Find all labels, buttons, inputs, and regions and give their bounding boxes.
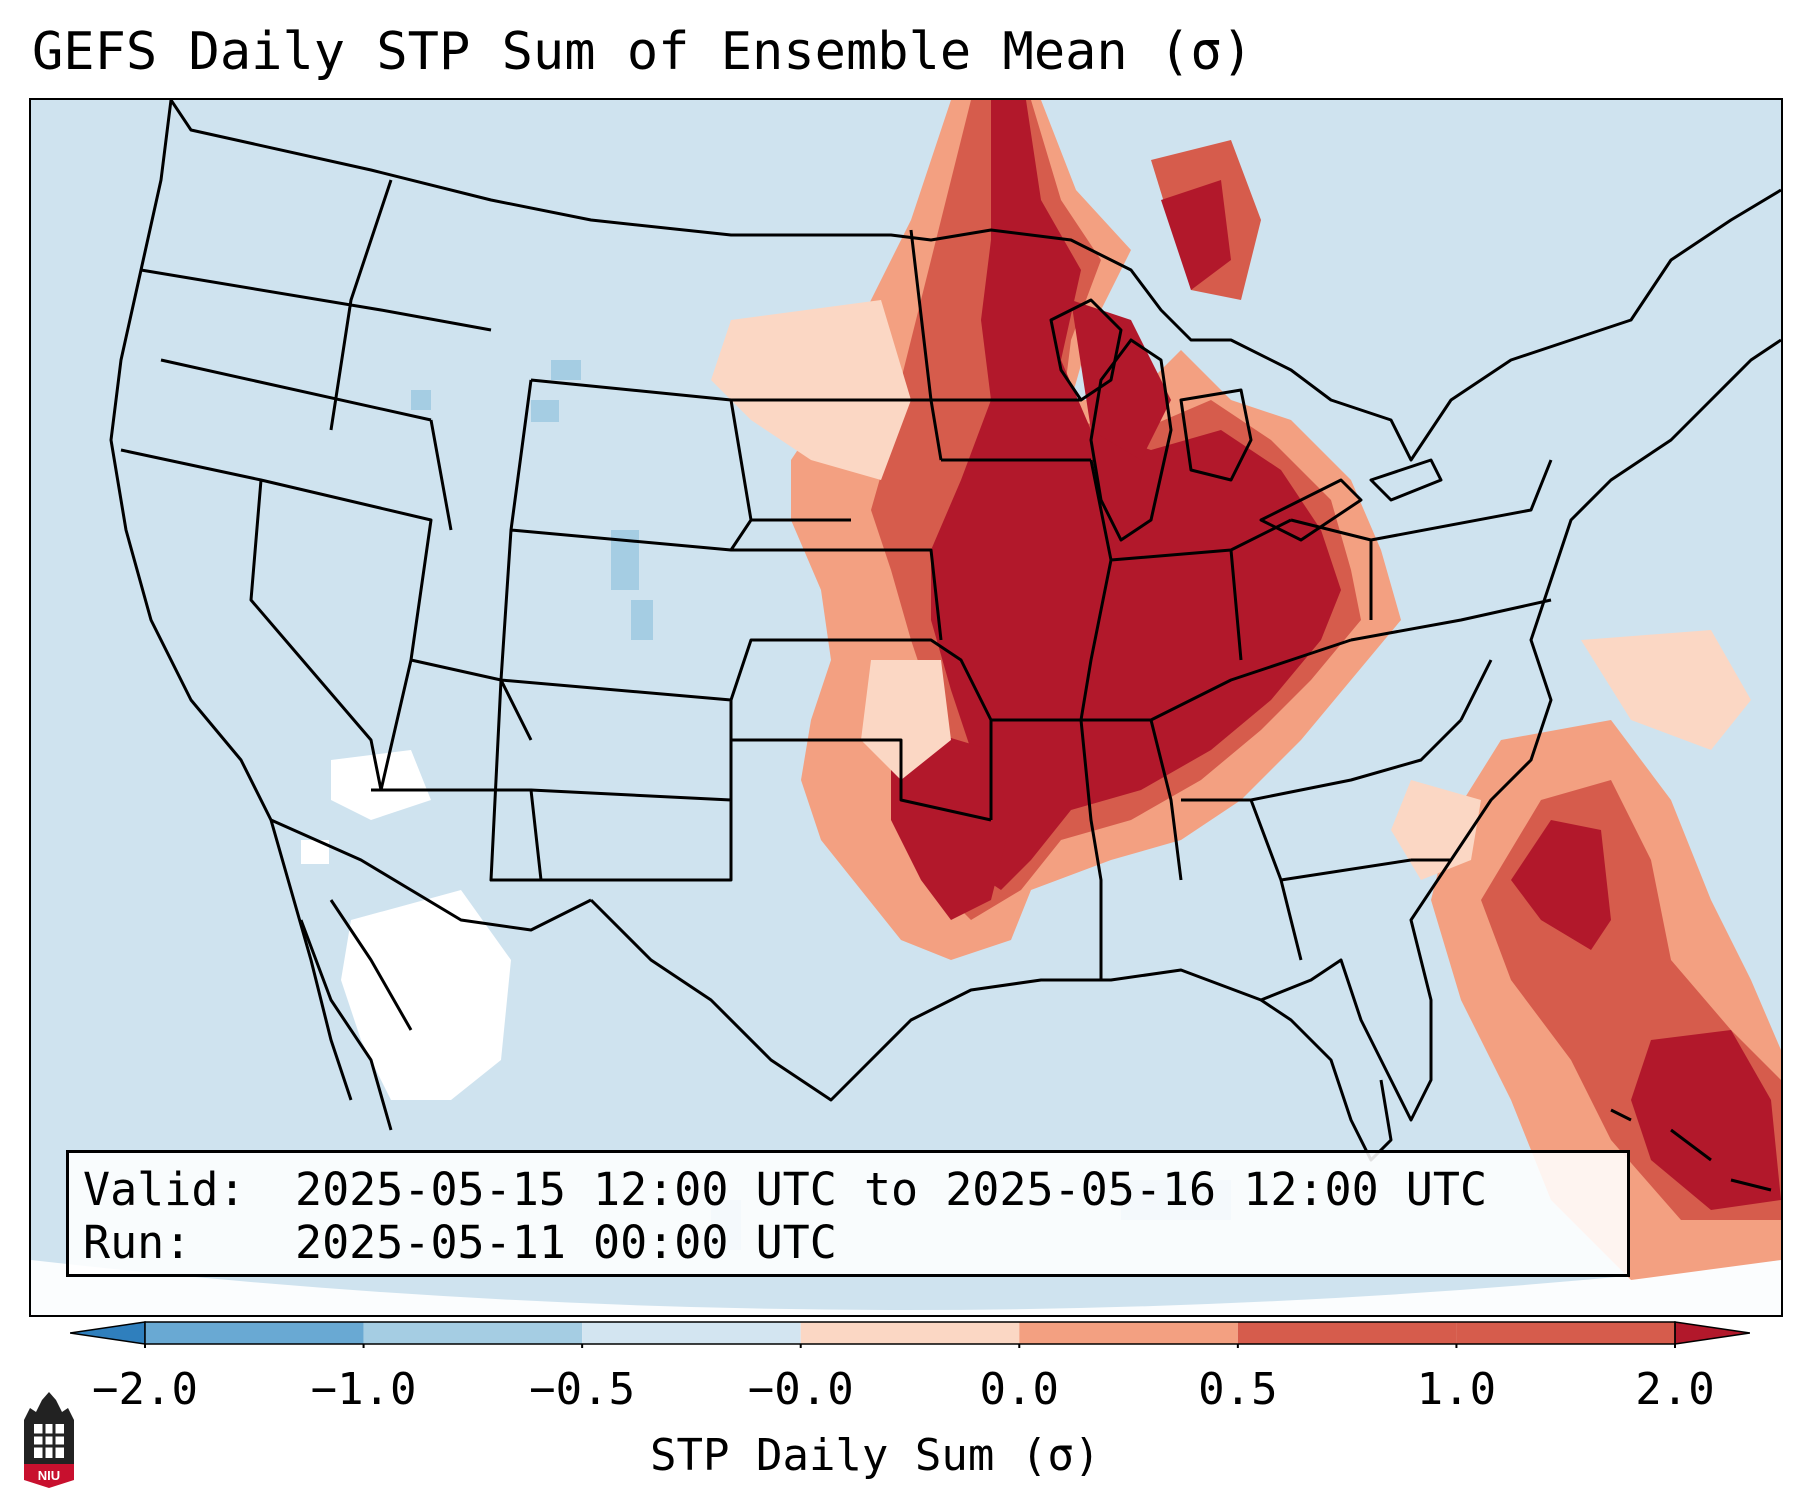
run-value: 2025-05-11 00:00 UTC: [295, 1216, 837, 1269]
colorbar-tick-label: −0.5: [529, 1364, 636, 1415]
colorbar-segment: [363, 1322, 583, 1344]
map-title: GEFS Daily STP Sum of Ensemble Mean (σ): [32, 22, 1253, 82]
colorbar-segment: [582, 1322, 801, 1344]
colorbar-tick-label: 0.0: [979, 1364, 1060, 1415]
colorbar-segment: [800, 1322, 1020, 1344]
colorbar-outline: [144, 1321, 1676, 1345]
colorbar-segment: [145, 1322, 364, 1344]
colorbar-tick-label: −0.0: [747, 1364, 854, 1415]
valid-line: Valid: 2025-05-15 12:00 UTC to 2025-05-16…: [83, 1163, 1487, 1216]
colorbar-label: STP Daily Sum (σ): [650, 1430, 1101, 1481]
colorbar-tick-label: 1.0: [1416, 1364, 1497, 1415]
colorbar-tick-label: −2.0: [92, 1364, 198, 1415]
colorbar: [70, 1321, 1750, 1348]
valid-label: Valid:: [83, 1163, 246, 1216]
colorbar-tick-label: 0.5: [1198, 1364, 1278, 1415]
valid-value: 2025-05-15 12:00 UTC to 2025-05-16 12:00…: [295, 1163, 1488, 1216]
valid-run-info-box: Valid: 2025-05-15 12:00 UTC to 2025-05-16…: [66, 1150, 1630, 1277]
run-label: Run:: [83, 1216, 192, 1269]
map-panel: [29, 98, 1783, 1317]
run-line: Run: 2025-05-11 00:00 UTC: [83, 1216, 837, 1269]
niu-logo-icon: NIU: [24, 1392, 74, 1488]
stp-anomaly-shading: [301, 100, 1781, 1280]
colorbar-tick-label: −1.0: [310, 1364, 417, 1415]
colorbar-segment: [1237, 1322, 1457, 1344]
colorbar-extend-low: [70, 1321, 146, 1345]
projection-edge: [31, 1260, 1781, 1315]
colorbar-extend-high: [1674, 1321, 1750, 1345]
stp-map: [31, 100, 1781, 1315]
political-borders: [109, 100, 1781, 1192]
colorbar-tick-label: 2.0: [1635, 1364, 1715, 1415]
colorbar-segments: [70, 1321, 1750, 1348]
colorbar-segment: [1456, 1322, 1675, 1344]
colorbar-segment: [1019, 1322, 1238, 1344]
logo-text: NIU: [38, 1468, 60, 1483]
